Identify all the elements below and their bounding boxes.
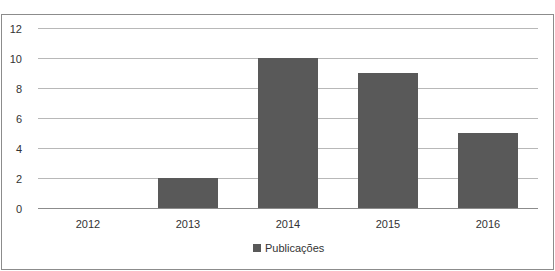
- bar: [458, 133, 518, 208]
- y-tick-label: 8: [16, 83, 22, 95]
- y-tick-label: 12: [10, 23, 22, 35]
- bar: [358, 73, 418, 208]
- grid-line: [38, 208, 538, 209]
- y-tick-label: 4: [16, 143, 22, 155]
- bar: [158, 178, 218, 208]
- chart: 0 2 4 6 8 10 12 2012 2013 2014 2015 2016 Publicações: [0, 0, 555, 271]
- bars: [158, 58, 518, 208]
- bar: [258, 58, 318, 208]
- x-tick-label: 2012: [76, 218, 100, 230]
- x-tick-label: 2014: [276, 218, 300, 230]
- legend-swatch: [253, 244, 261, 252]
- x-tick-label: 2015: [376, 218, 400, 230]
- x-tick-label: 2016: [476, 218, 500, 230]
- y-tick-label: 0: [16, 203, 22, 215]
- y-tick-label: 10: [10, 53, 22, 65]
- legend: Publicações: [253, 242, 325, 254]
- y-tick-label: 2: [16, 173, 22, 185]
- y-tick-label: 6: [16, 113, 22, 125]
- chart-frame: [2, 15, 554, 270]
- legend-label: Publicações: [265, 242, 325, 254]
- grid-line: [38, 28, 538, 29]
- bar: [58, 208, 118, 209]
- x-tick-label: 2013: [176, 218, 200, 230]
